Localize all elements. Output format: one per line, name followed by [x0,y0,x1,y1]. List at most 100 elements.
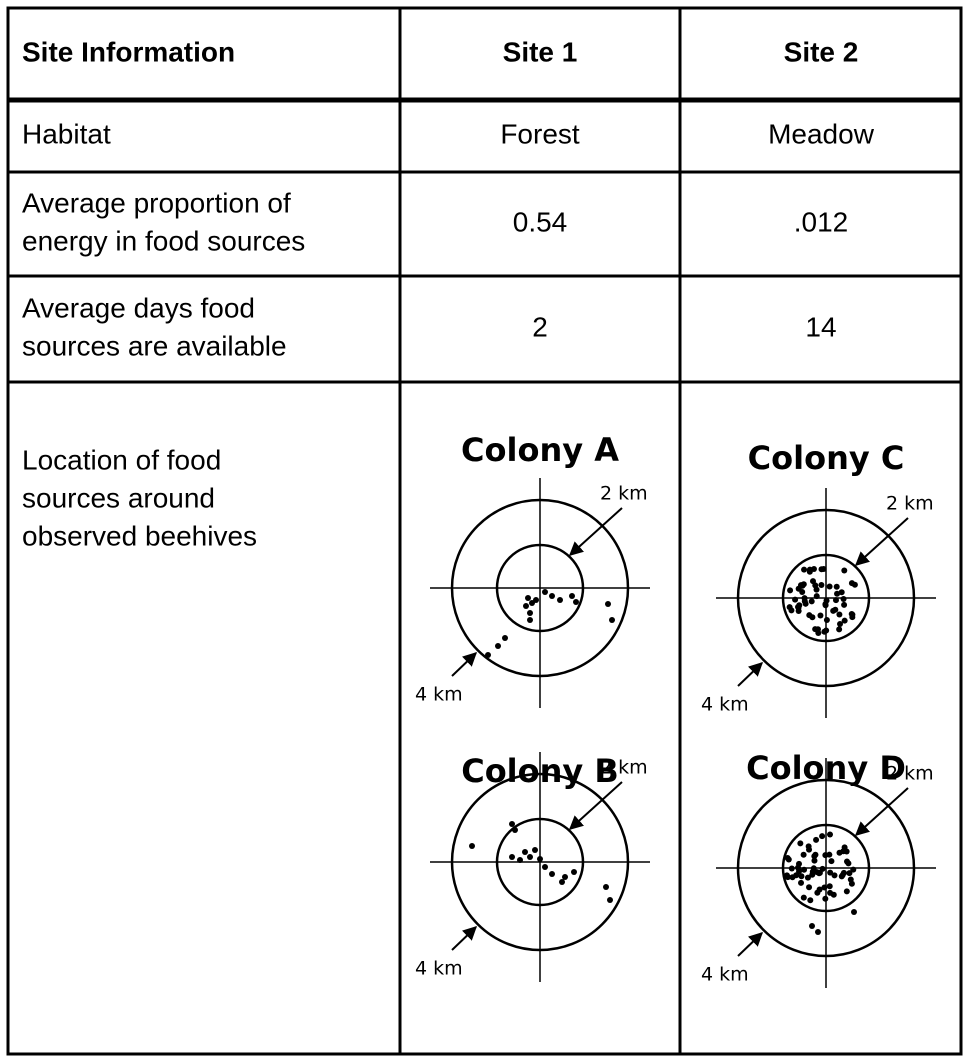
food-source-dot [826,831,833,838]
food-source-dot [815,630,822,637]
colony-diagram: Colony A 2 km 4 km [415,431,650,708]
food-source-dot [828,858,835,865]
outer-arrow [737,932,764,957]
food-source-dot [797,840,804,847]
outer-label: 4 km [701,964,749,986]
food-source-dot [840,869,847,876]
colony-diagram: Colony C 2 km 4 km [701,439,936,718]
food-source-dot [832,597,839,604]
food-source-dot [823,617,830,624]
food-source-dot [830,607,837,614]
inner-arrow [854,517,909,566]
food-source-dot [527,617,533,623]
food-source-dot [562,874,568,880]
food-source-dot [833,583,840,590]
food-source-dot [787,587,794,594]
food-source-dot [822,895,829,902]
inner-label: 2 km [886,763,934,785]
food-source-dot [813,593,820,600]
table-borders [6,6,963,1056]
food-source-dot [818,566,825,573]
food-source-dot [469,843,475,849]
header-cell: Site 1 [503,36,578,67]
food-source-dot [533,597,539,603]
food-source-dot [831,872,838,879]
food-source-dot [786,604,793,611]
food-source-dot [848,580,855,587]
food-source-dot [569,593,575,599]
colony-title: Colony A [461,431,619,469]
food-source-dot [812,851,819,858]
food-source-dot [525,595,531,601]
food-source-dot [495,643,501,649]
food-source-dot [512,827,518,833]
food-source-dot [837,621,844,628]
food-source-dot [840,848,847,855]
food-source-dot [523,603,529,609]
food-source-dot [798,873,805,880]
cell: 2 [532,311,548,342]
food-source-dot [795,864,802,871]
food-source-dot [836,611,843,618]
food-source-dot [841,617,848,624]
food-source-dot [788,865,795,872]
food-source-dot [801,566,808,573]
food-source-dot [797,582,804,589]
food-source-dot [573,599,579,605]
food-source-dot [815,929,821,935]
food-source-dot [826,583,833,590]
food-source-dot [816,886,823,893]
row-label: Habitat [22,118,111,149]
row-label: Location of food [22,444,221,475]
food-source-dot [800,851,807,858]
food-source-dot [849,614,856,621]
colony-diagram: Colony B2 km4 km [415,752,650,982]
food-source-dot [850,866,857,873]
food-source-dot [527,854,533,860]
food-source-dot [549,593,555,599]
row-label: Average proportion of [22,187,291,218]
food-source-dot [605,601,611,607]
food-source-dot [793,872,800,879]
food-source-dot [827,869,834,876]
header-cell: Site Information [22,36,235,67]
food-source-dot [847,876,854,883]
food-source-dot [798,879,805,886]
food-source-dot [830,891,837,898]
cell: 14 [805,311,836,342]
food-source-dot [806,846,813,853]
food-source-dot [522,849,528,855]
food-source-dot [485,652,491,658]
food-source-dot [811,857,818,864]
cell: Meadow [768,118,875,149]
food-source-dot [809,614,816,621]
food-source-dot [517,857,523,863]
row-label: sources around [22,482,215,513]
food-source-dot [804,874,811,881]
food-source-dot [549,871,555,877]
cell: .012 [794,206,849,237]
food-source-dot [799,588,806,595]
food-source-dot [806,884,813,891]
inner-label: 2 km [600,757,648,779]
inner-label: 2 km [600,483,648,505]
inner-arrow [568,781,623,830]
food-source-dot [502,635,508,641]
food-source-dot [836,626,843,633]
food-source-dot [796,602,803,609]
food-source-dot [559,879,565,885]
food-source-dot [509,821,515,827]
colony-diagram: Colony D2 km4 km [701,749,936,988]
food-source-dot [542,589,548,595]
food-source-dot [784,854,791,861]
header-cell: Site 2 [784,36,859,67]
food-source-dot [841,601,848,608]
food-source-dot [542,864,548,870]
outer-arrow [451,926,478,951]
food-source-dot [843,858,850,865]
food-source-dot [532,847,538,853]
food-source-dot [807,897,814,904]
food-source-dot [801,598,808,605]
food-source-dot [609,617,615,623]
